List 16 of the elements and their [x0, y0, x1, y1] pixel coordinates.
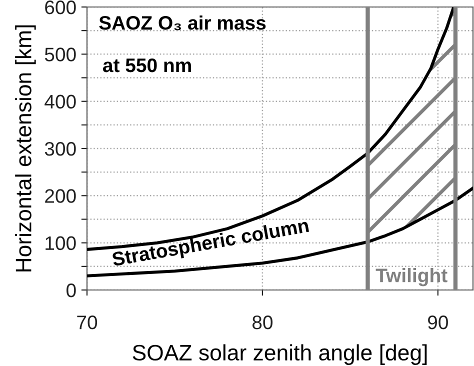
x-tick-label: 80 [252, 316, 273, 330]
y-tick-label: 0 [66, 283, 76, 298]
annotation: at 550 nm [103, 58, 191, 72]
annotation: Stratospheric column [111, 218, 310, 270]
x-tick-label: 70 [77, 316, 98, 330]
y-axis-title: Horizontal extension [km] [15, 25, 36, 272]
band-label: Twilight [376, 268, 448, 286]
annotation: SAOZ O₃ air mass [99, 15, 266, 30]
x-axis-title: SOAZ solar zenith angle [deg] [132, 344, 427, 365]
y-tick-label: 600 [45, 0, 76, 14]
x-tick-label: 90 [428, 316, 448, 330]
y-tick-label: 100 [46, 236, 76, 250]
y-tick-label: 400 [44, 94, 76, 109]
y-tick-label: 500 [44, 48, 76, 62]
y-tick-label: 300 [44, 142, 76, 156]
y-tick-label: 200 [45, 189, 76, 203]
